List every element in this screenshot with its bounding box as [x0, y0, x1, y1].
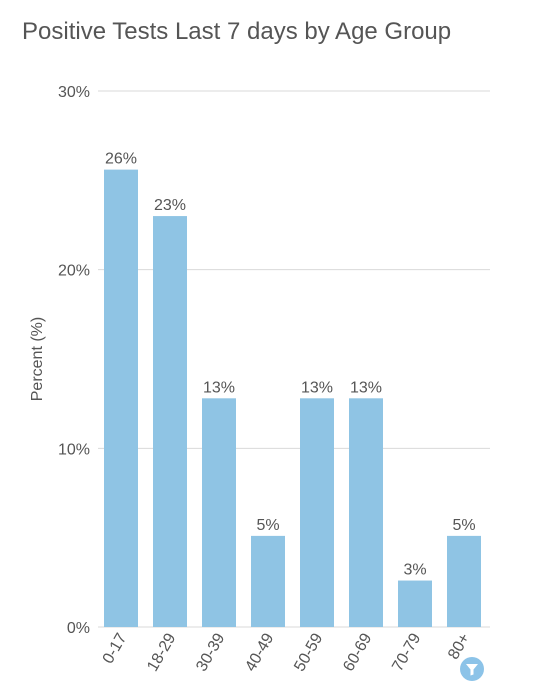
x-tick-label: 60-69: [340, 630, 375, 674]
x-tick-label: 30-39: [193, 630, 228, 674]
bar: [251, 535, 285, 627]
bar: [447, 535, 481, 627]
bar: [398, 580, 432, 627]
data-label: 5%: [256, 517, 279, 534]
x-axis-ticks: 0-17 18-29 30-39 40-49 50-59 60-69 70-79 80+: [100, 630, 474, 674]
bar: [153, 216, 187, 628]
chart-title: Positive Tests Last 7 days by Age Group: [22, 18, 452, 45]
y-tick-label: 10%: [58, 441, 90, 458]
x-tick-label: 70-79: [389, 630, 424, 674]
bar: [300, 398, 334, 627]
data-label: 13%: [203, 379, 235, 396]
x-tick-label: 40-49: [242, 630, 277, 674]
bars: [104, 169, 481, 628]
data-label: 13%: [301, 379, 333, 396]
data-label: 23%: [154, 197, 186, 214]
y-tick-label: 0%: [67, 620, 90, 637]
x-tick-label: 18-29: [144, 630, 179, 674]
data-label: 26%: [105, 151, 137, 168]
bar: [349, 398, 383, 627]
bar: [104, 169, 138, 627]
x-tick-label: 50-59: [291, 630, 326, 674]
data-label: 13%: [350, 379, 382, 396]
data-label: 3%: [403, 562, 426, 579]
y-tick-label: 30%: [58, 84, 90, 101]
y-axis-label: Percent (%): [29, 317, 46, 401]
data-label: 5%: [452, 517, 475, 534]
bar: [202, 398, 236, 627]
y-tick-label: 20%: [58, 263, 90, 280]
funnel-icon: [466, 664, 478, 676]
x-tick-label: 0-17: [100, 630, 131, 666]
data-labels: 26% 23% 13% 5% 13% 13% 3% 5%: [105, 151, 476, 579]
filter-button[interactable]: [460, 657, 484, 681]
y-axis-ticks: 0% 10% 20% 30%: [58, 84, 90, 637]
